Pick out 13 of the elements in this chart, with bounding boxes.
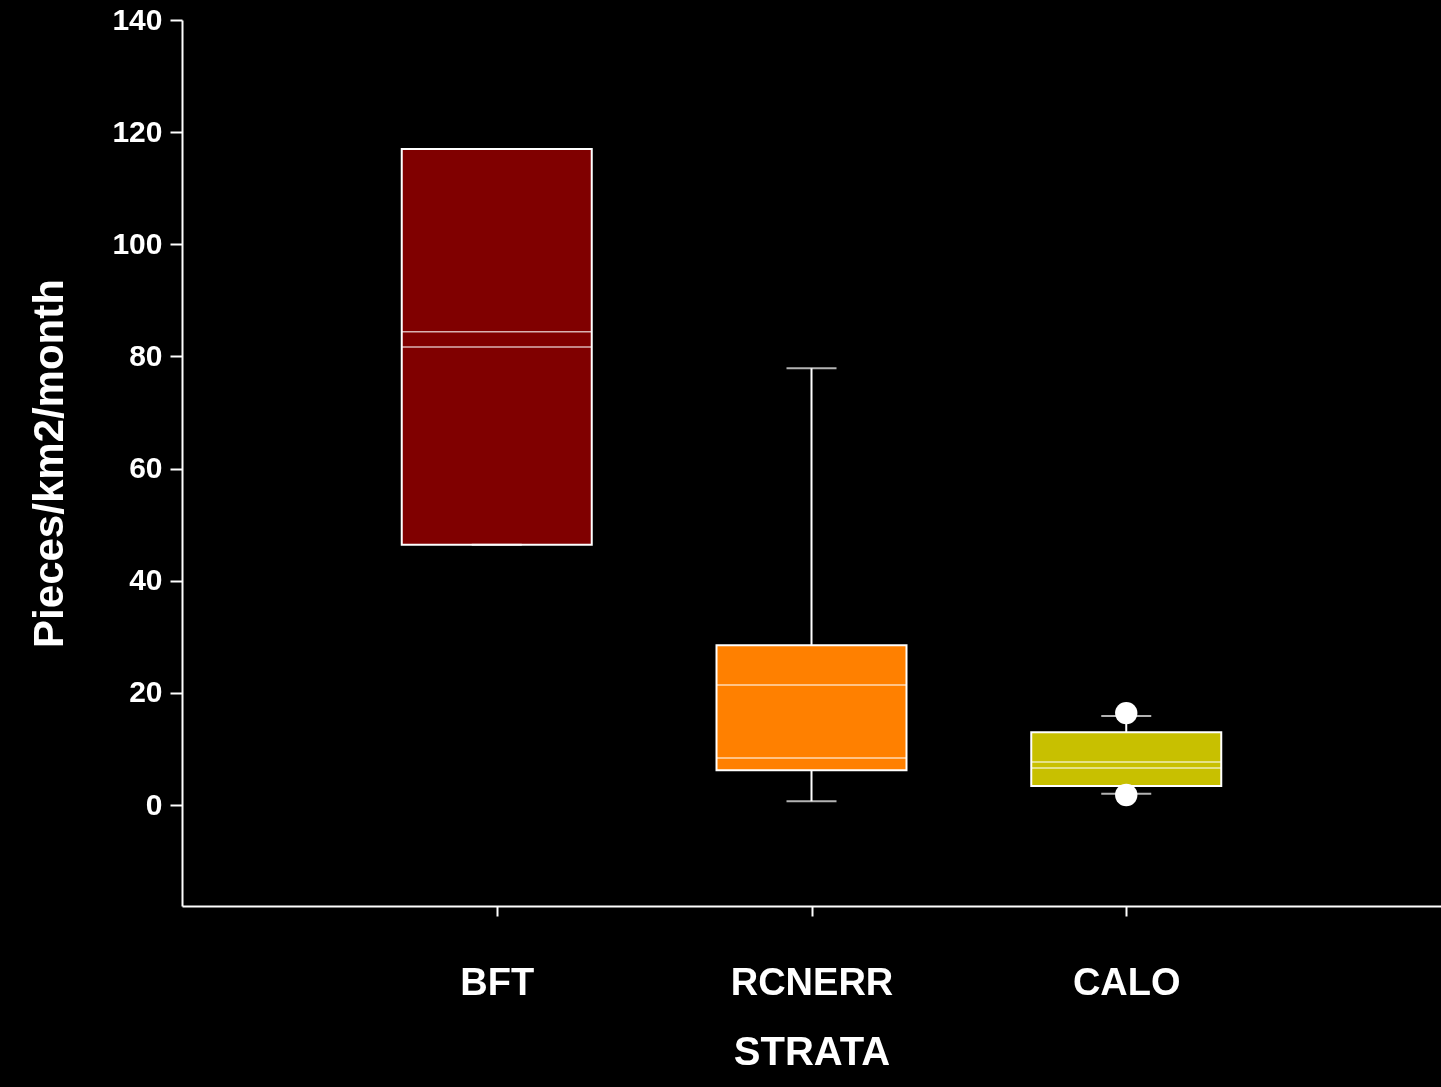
y-tick-label: 120 — [112, 114, 163, 148]
y-tick-label: 40 — [129, 563, 163, 597]
x-tick-label: CALO — [1072, 960, 1181, 1003]
x-tick-label: RCNERR — [730, 960, 894, 1003]
y-tick-label: 0 — [145, 787, 163, 821]
y-axis-title: Pieces/km2/month — [25, 279, 73, 648]
y-tick-label: 20 — [129, 675, 163, 709]
y-tick-label: 80 — [129, 338, 163, 372]
y-tick-label: 100 — [112, 226, 163, 260]
y-tick-label: 60 — [129, 451, 163, 485]
x-tick-label: BFT — [460, 960, 535, 1003]
x-axis-title: STRATA — [733, 1028, 891, 1073]
y-tick-label: 140 — [112, 2, 163, 36]
